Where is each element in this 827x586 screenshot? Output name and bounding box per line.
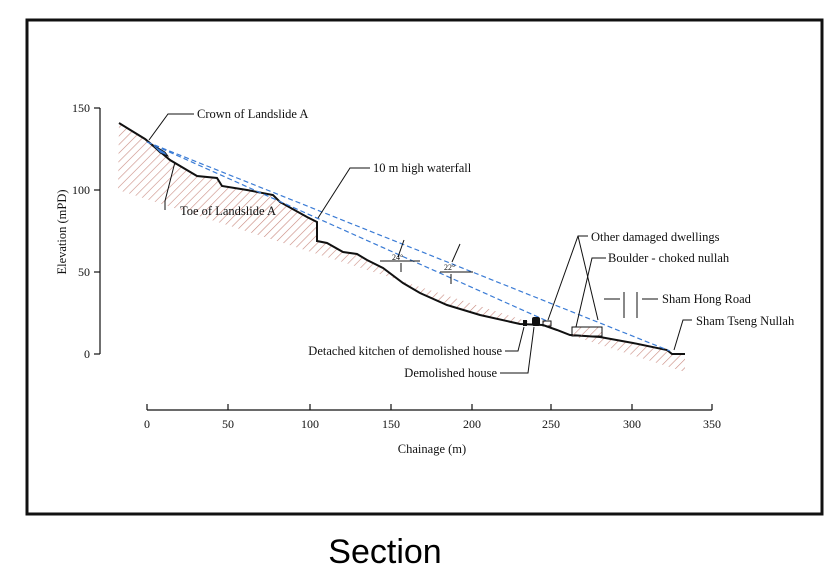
x-tick: 0: [144, 417, 150, 431]
x-tick: 300: [623, 417, 641, 431]
boulder-choked-nullah: [571, 326, 603, 337]
frame: [25, 18, 824, 516]
y-tick: 100: [72, 183, 90, 197]
y-tick: 0: [84, 347, 90, 361]
label-angle-22: 22°: [444, 263, 455, 272]
label-road: Sham Hong Road: [662, 292, 752, 306]
x-axis-label: Chainage (m): [398, 442, 466, 456]
x-tick: 200: [463, 417, 481, 431]
label-angle-24: 24°: [392, 253, 403, 262]
ground-hatch: [118, 123, 685, 372]
label-waterfall: 10 m high waterfall: [373, 161, 472, 175]
y-tick: 50: [78, 265, 90, 279]
other-dwelling: [542, 320, 552, 327]
x-tick: 100: [301, 417, 319, 431]
label-crown: Crown of Landslide A: [197, 107, 308, 121]
y-tick: 150: [72, 101, 90, 115]
x-tick: 350: [703, 417, 721, 431]
leader-lines: [148, 113, 692, 374]
label-house: Demolished house: [404, 366, 497, 380]
y-axis-label: Elevation (mPD): [55, 189, 69, 274]
x-axis: [146, 404, 713, 411]
travel-line-22: [146, 141, 671, 352]
y-axis: [94, 107, 101, 355]
demolished-house: [532, 317, 540, 326]
x-tick: 150: [382, 417, 400, 431]
label-nullah: Sham Tseng Nullah: [696, 314, 795, 328]
travel-line-24: [146, 141, 548, 322]
label-toe: Toe of Landslide A: [180, 204, 276, 218]
detached-kitchen: [523, 320, 527, 326]
x-tick: 50: [222, 417, 234, 431]
label-kitchen: Detached kitchen of demolished house: [308, 344, 502, 358]
label-other-dwellings: Other damaged dwellings: [591, 230, 720, 244]
caption: Section: [328, 533, 441, 571]
label-boulder: Boulder - choked nullah: [608, 251, 730, 265]
x-tick: 250: [542, 417, 560, 431]
